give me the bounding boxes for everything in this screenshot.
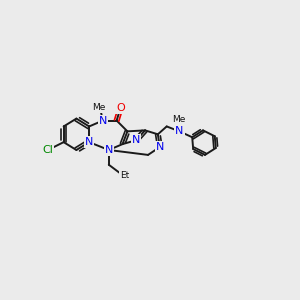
Text: N: N bbox=[132, 135, 140, 145]
Text: N: N bbox=[85, 137, 93, 147]
Text: O: O bbox=[116, 103, 125, 113]
Text: Cl: Cl bbox=[43, 145, 53, 155]
Text: N: N bbox=[156, 142, 164, 152]
Text: N: N bbox=[99, 116, 107, 126]
Text: Me: Me bbox=[172, 115, 185, 124]
Text: Et: Et bbox=[120, 171, 129, 180]
Text: Me: Me bbox=[92, 103, 106, 112]
Text: N: N bbox=[105, 145, 113, 155]
Text: N: N bbox=[175, 126, 184, 136]
